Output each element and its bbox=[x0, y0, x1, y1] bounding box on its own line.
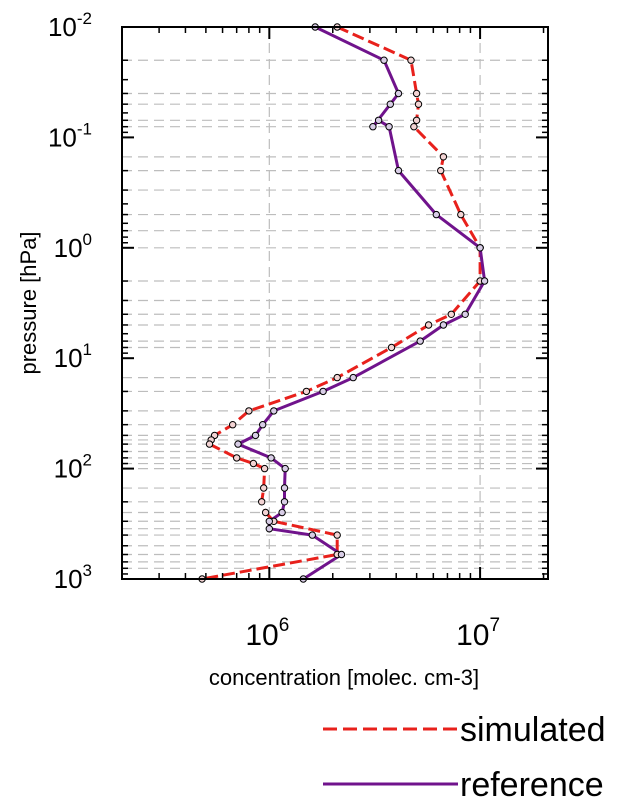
data-point-reference bbox=[380, 56, 388, 64]
data-point-simulated bbox=[258, 498, 266, 506]
data-point-simulated bbox=[412, 116, 421, 125]
y-tick-label: 103 bbox=[54, 561, 92, 594]
grid-layer bbox=[122, 26, 548, 580]
data-point-simulated bbox=[424, 321, 433, 329]
series-layer bbox=[198, 23, 489, 583]
data-point-simulated bbox=[260, 484, 268, 492]
data-point-reference bbox=[385, 123, 393, 131]
data-point-simulated bbox=[387, 343, 396, 352]
data-point-simulated bbox=[333, 531, 341, 539]
data-point-reference bbox=[265, 517, 273, 525]
data-point-reference bbox=[432, 210, 440, 219]
data-point-reference bbox=[281, 464, 289, 473]
data-point-simulated bbox=[249, 459, 258, 468]
x-tick-label: 107 bbox=[456, 615, 500, 652]
data-point-simulated bbox=[457, 210, 465, 219]
data-point-simulated bbox=[410, 123, 418, 131]
y-tick-label: 101 bbox=[54, 340, 92, 373]
y-tick-label: 10-1 bbox=[48, 119, 92, 152]
data-point-reference bbox=[416, 337, 424, 345]
data-point-reference bbox=[308, 531, 316, 539]
data-point-reference bbox=[369, 123, 377, 131]
y-axis-label: pressure [hPa] bbox=[16, 231, 41, 374]
data-point-reference bbox=[439, 321, 448, 329]
y-tick-label: 102 bbox=[54, 451, 92, 484]
data-point-reference bbox=[259, 421, 267, 429]
data-point-reference bbox=[337, 550, 346, 559]
data-point-simulated bbox=[205, 440, 214, 448]
data-point-reference bbox=[234, 440, 242, 448]
data-point-simulated bbox=[412, 89, 421, 98]
data-point-reference bbox=[265, 525, 273, 533]
data-point-simulated bbox=[245, 407, 253, 415]
label-layer: concentration [molec. cm-3] pressure [hP… bbox=[16, 231, 479, 690]
data-point-reference bbox=[280, 498, 289, 506]
legend: simulated reference bbox=[323, 711, 606, 804]
legend-label-simulated: simulated bbox=[460, 711, 606, 749]
data-point-reference bbox=[267, 454, 275, 462]
series-line-simulated bbox=[201, 25, 482, 581]
x-axis-label: concentration [molec. cm-3] bbox=[209, 665, 479, 690]
y-tick-label: 100 bbox=[54, 230, 92, 263]
data-point-simulated bbox=[302, 387, 311, 396]
data-point-reference bbox=[480, 277, 489, 285]
data-point-reference bbox=[319, 387, 327, 396]
data-point-reference bbox=[394, 89, 403, 98]
data-point-reference bbox=[461, 310, 469, 318]
data-point-simulated bbox=[260, 464, 269, 473]
data-point-reference bbox=[278, 508, 286, 517]
tick-layer: 10-2 10-1 100 101 102 103 106 107 bbox=[48, 9, 548, 652]
legend-label-reference: reference bbox=[460, 766, 604, 804]
data-point-simulated bbox=[229, 421, 237, 429]
data-point-simulated bbox=[333, 373, 341, 382]
x-tick-label: 106 bbox=[245, 615, 289, 652]
data-point-reference bbox=[280, 484, 289, 492]
data-point-reference bbox=[349, 373, 357, 382]
data-point-reference bbox=[476, 244, 484, 252]
data-point-simulated bbox=[407, 56, 415, 64]
data-point-reference bbox=[394, 166, 403, 175]
data-point-reference bbox=[251, 431, 260, 440]
data-point-reference bbox=[270, 407, 278, 415]
data-point-simulated bbox=[414, 100, 423, 108]
data-point-reference bbox=[386, 100, 394, 108]
data-point-simulated bbox=[439, 153, 448, 161]
data-point-simulated bbox=[447, 310, 455, 318]
data-point-simulated bbox=[261, 508, 270, 517]
data-point-reference bbox=[374, 116, 383, 125]
data-point-simulated bbox=[437, 166, 445, 175]
y-tick-label: 10-2 bbox=[48, 9, 92, 42]
data-point-simulated bbox=[233, 454, 241, 462]
plot-frame bbox=[121, 26, 549, 580]
series-line-reference bbox=[236, 25, 487, 581]
